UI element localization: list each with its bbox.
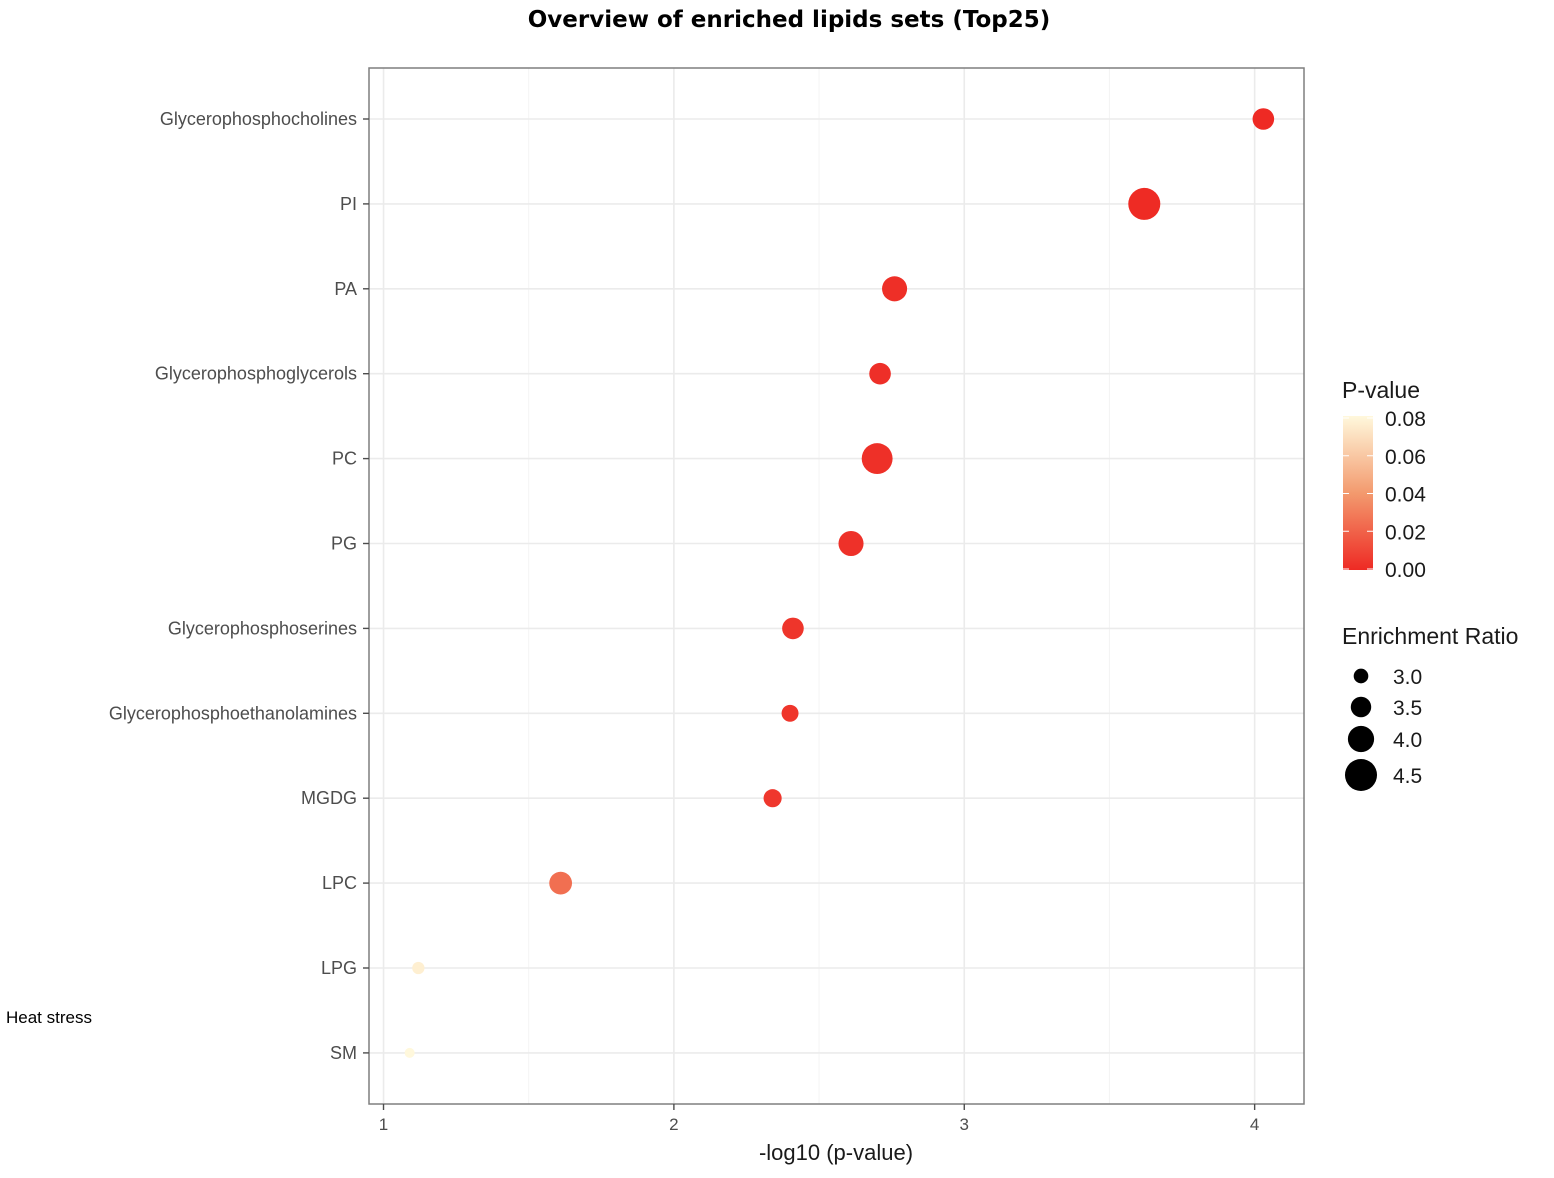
y-tick-label: SM [330, 1043, 357, 1063]
y-tick-label: PG [331, 534, 357, 554]
data-points [404, 108, 1275, 1058]
plot-background [369, 68, 1304, 1104]
x-axis-label: -log10 (p-value) [759, 1140, 913, 1165]
p-value-legend-label: 0.00 [1385, 559, 1426, 582]
heat-stress-annotation: Heat stress [6, 1008, 92, 1027]
data-point [882, 276, 908, 302]
enrichment-ratio-legend-label: 4.5 [1393, 765, 1422, 788]
p-value-legend-title: P-value [1342, 377, 1420, 403]
enrichment-ratio-legend-key [1344, 758, 1378, 792]
enrichment-ratio-legend-key [1353, 668, 1369, 684]
p-value-legend-label: 0.02 [1385, 521, 1426, 544]
x-tick-label: 3 [960, 1115, 969, 1134]
enrichment-ratio-legend-key [1347, 725, 1375, 753]
p-value-legend-label: 0.06 [1385, 446, 1426, 469]
data-point [1252, 108, 1275, 130]
y-tick-label: LPC [322, 873, 357, 893]
y-tick-label: PI [340, 194, 357, 214]
data-point [763, 789, 782, 808]
plot-border [368, 67, 1305, 1105]
enrichment-ratio-legend-items: 3.0 3.5 4.0 4.5 [1344, 666, 1422, 792]
data-point [838, 530, 864, 557]
y-tick-label: MGDG [301, 788, 357, 808]
gridlines [369, 68, 1304, 1104]
y-tick-label: Glycerophosphoethanolamines [109, 703, 357, 723]
plot-area [368, 67, 1305, 1105]
y-tick-label: PC [332, 449, 357, 469]
y-tick-label: Glycerophosphoserines [168, 618, 357, 638]
y-axis: Glycerophosphocholines PI PA Glycerophospho… [109, 109, 369, 1063]
enrichment-ratio-legend-label: 3.0 [1393, 666, 1422, 689]
data-point [861, 443, 893, 475]
x-axis: 1 2 3 4 [379, 1104, 1259, 1134]
y-tick-label: LPG [321, 958, 357, 978]
p-value-legend-label: 0.04 [1385, 484, 1426, 507]
enrichment-ratio-legend: Enrichment Ratio 3.0 3.5 4.0 4.5 [1342, 623, 1518, 792]
chart-title: Overview of enriched lipids sets (Top25) [528, 7, 1051, 33]
x-tick-label: 4 [1250, 1115, 1259, 1134]
data-point [412, 961, 425, 975]
p-value-legend-label: 0.08 [1385, 408, 1426, 431]
p-value-legend-labels: 0.08 0.06 0.04 0.02 0.00 [1343, 408, 1426, 582]
data-point [869, 362, 891, 385]
data-point [781, 704, 799, 722]
x-tick-label: 2 [669, 1115, 678, 1134]
x-tick-label: 1 [379, 1115, 388, 1134]
enrichment-ratio-legend-label: 3.5 [1393, 697, 1422, 720]
enrichment-ratio-legend-label: 4.0 [1393, 729, 1422, 752]
data-point [404, 1047, 415, 1058]
data-point [1128, 187, 1161, 220]
enrichment-ratio-legend-key [1350, 696, 1372, 718]
data-point [549, 871, 573, 895]
y-tick-label: Glycerophosphoglycerols [155, 364, 357, 384]
y-tick-label: Glycerophosphocholines [160, 109, 357, 129]
enrichment-ratio-legend-title: Enrichment Ratio [1342, 623, 1518, 649]
y-tick-label: PA [334, 279, 357, 299]
data-point [782, 617, 804, 640]
p-value-legend: P-value 0.08 0.06 0.04 0.02 0.00 [1342, 377, 1426, 582]
